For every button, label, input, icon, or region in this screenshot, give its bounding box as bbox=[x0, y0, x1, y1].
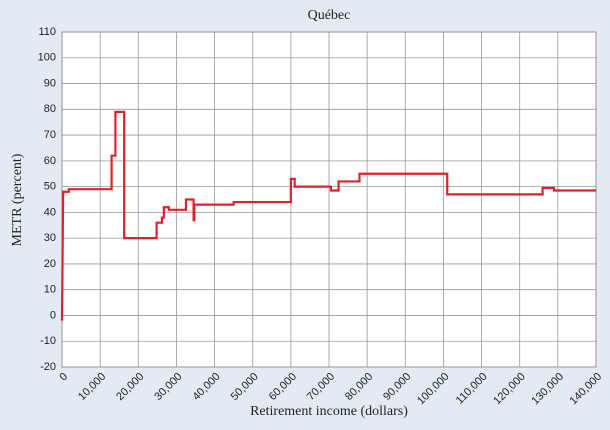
x-tick-label: 140,000 bbox=[568, 371, 605, 408]
y-tick-label: -10 bbox=[40, 335, 56, 347]
series-line bbox=[60, 110, 596, 321]
x-tick-label: 120,000 bbox=[491, 371, 528, 408]
x-tick-label: 110,000 bbox=[454, 371, 490, 407]
y-tick-label: 60 bbox=[44, 155, 56, 167]
y-tick-label: 70 bbox=[44, 129, 56, 141]
y-tick-label: 0 bbox=[50, 309, 56, 321]
x-tick-label: 130,000 bbox=[529, 371, 566, 408]
x-tick-label: 10,000 bbox=[76, 371, 108, 403]
x-tick-label: 90,000 bbox=[381, 371, 413, 403]
y-tick-label: 100 bbox=[38, 52, 56, 64]
y-tick-label: 10 bbox=[44, 284, 56, 296]
y-tick-label: 30 bbox=[44, 232, 56, 244]
x-tick-label: 60,000 bbox=[267, 371, 299, 403]
x-axis-label: Retirement income (dollars) bbox=[250, 404, 408, 419]
x-tick-label: 30,000 bbox=[152, 371, 184, 403]
y-axis-label: METR (percent) bbox=[10, 153, 25, 246]
x-tick-label: 0 bbox=[57, 371, 70, 384]
y-tick-label: 50 bbox=[44, 181, 56, 193]
x-tick-label: 100,000 bbox=[415, 371, 452, 408]
x-tick-label: 20,000 bbox=[114, 371, 146, 403]
y-tick-label: -20 bbox=[40, 361, 56, 373]
y-tick-label: 110 bbox=[38, 26, 56, 38]
x-tick-label: 50,000 bbox=[229, 371, 261, 403]
x-tick-label: 70,000 bbox=[305, 371, 337, 403]
y-tick-label: 80 bbox=[44, 103, 56, 115]
y-tick-label: 40 bbox=[44, 206, 56, 218]
chart-title: Québec bbox=[308, 8, 351, 23]
x-tick-label: 80,000 bbox=[343, 371, 375, 403]
y-tick-label: 20 bbox=[44, 258, 56, 270]
y-tick-label: 90 bbox=[44, 77, 56, 89]
x-tick-label: 40,000 bbox=[190, 371, 222, 403]
